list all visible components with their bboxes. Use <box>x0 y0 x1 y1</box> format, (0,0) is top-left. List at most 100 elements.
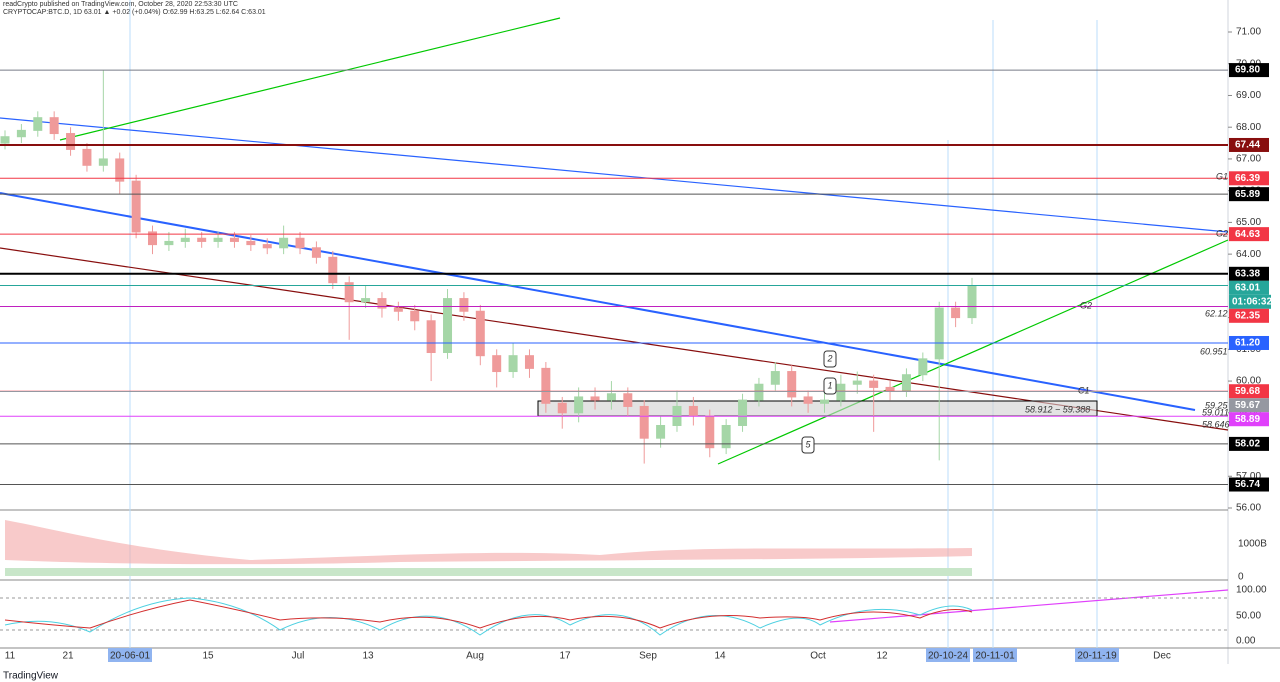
header-line: readCrypto published on TradingView.com,… <box>3 1 238 8</box>
header-line: CRYPTOCAP:BTC.D, 1D 63.01 ▲ +0.02 (+0.04… <box>3 9 266 16</box>
candle-body <box>738 399 748 426</box>
volume-cloud <box>5 520 972 576</box>
price-label: 65.89 <box>1235 189 1260 200</box>
candle-body <box>656 424 666 439</box>
annotation: 1 <box>827 380 832 390</box>
candle-body <box>82 148 92 166</box>
annotation: C1 <box>1078 385 1090 395</box>
candle-body <box>524 355 534 369</box>
candle-body <box>721 424 731 449</box>
annotation: 59.011 <box>1202 407 1229 417</box>
y-tick-label: 71.00 <box>1236 27 1261 38</box>
countdown: 01:06:32 <box>1232 296 1272 307</box>
y-tick-label: 60.00 <box>1236 376 1261 387</box>
y-tick-label: 57.00 <box>1236 471 1261 482</box>
x-tick-label: 20-10-24 <box>928 651 968 662</box>
price-label-box <box>1229 171 1269 186</box>
candle-body <box>213 237 223 242</box>
candle-body <box>459 298 469 312</box>
y-tick-label: 68.00 <box>1236 122 1261 133</box>
price-label: 61.20 <box>1235 338 1260 349</box>
annotation: 5 <box>805 439 811 449</box>
candle-body <box>377 298 387 309</box>
candle-body <box>705 415 715 449</box>
x-label-highlight <box>1075 648 1119 662</box>
annotation: G2 <box>1216 228 1228 238</box>
oscillator-axis-label: 100.00 <box>1236 585 1267 596</box>
candle-body <box>475 310 485 357</box>
candle-body <box>934 307 944 360</box>
candle-body <box>508 355 518 373</box>
candle-body <box>967 285 977 319</box>
price-label-box <box>1229 266 1269 281</box>
x-tick-label: 15 <box>202 651 214 662</box>
candle-body <box>197 237 207 242</box>
candle-body <box>606 393 616 401</box>
price-label-box <box>1229 412 1269 427</box>
annotation: 60.951 <box>1200 346 1228 356</box>
price-label: 58.89 <box>1235 414 1260 425</box>
candle-body <box>443 298 453 354</box>
price-label: 67.44 <box>1235 140 1260 151</box>
y-tick-label: 67.00 <box>1236 154 1261 165</box>
callout <box>801 436 815 454</box>
candle-body <box>885 386 895 392</box>
x-tick-label: 17 <box>559 651 571 662</box>
annotation: G2 <box>1080 300 1092 310</box>
candle-body <box>951 307 961 319</box>
candle-body <box>901 374 911 392</box>
candle-body <box>639 405 649 439</box>
candle-body <box>115 158 125 182</box>
price-label-box <box>1229 227 1269 242</box>
x-label-highlight <box>973 648 1017 662</box>
candle-body <box>754 383 764 401</box>
oscillator-axis-label: 50.00 <box>1236 611 1261 622</box>
trend-lines <box>0 17 1229 623</box>
x-tick-label: 13 <box>362 651 374 662</box>
candle-body <box>557 402 567 414</box>
countdown-box <box>1229 294 1271 309</box>
annotation: G1 <box>1216 171 1228 181</box>
x-tick-label: 20-11-19 <box>1077 651 1117 662</box>
candle-body <box>16 129 26 138</box>
x-tick-label: 12 <box>876 651 888 662</box>
annotation: 59.25 <box>1205 400 1229 410</box>
candle-body <box>803 396 813 404</box>
y-tick-label: 56.00 <box>1236 503 1261 514</box>
candle-body <box>426 320 436 354</box>
price-label-box <box>1229 63 1269 78</box>
price-label: 56.74 <box>1235 479 1260 490</box>
candle-body <box>918 358 928 376</box>
candle-body <box>819 399 829 404</box>
vertical-markers <box>129 0 1098 648</box>
candle-body <box>33 117 43 131</box>
candle-body <box>492 355 502 373</box>
candle-body <box>66 133 76 150</box>
oscillator-axis-label: 0.00 <box>1236 636 1256 647</box>
price-label-box <box>1229 436 1269 451</box>
candle-body <box>836 383 846 401</box>
price-label: 59.68 <box>1235 386 1260 397</box>
candle-body <box>623 393 633 407</box>
candle-body <box>590 396 600 401</box>
candle-body <box>148 231 158 246</box>
price-label-box <box>1229 187 1269 202</box>
candle-body <box>262 244 272 249</box>
candle-body <box>574 396 584 414</box>
x-tick-label: 20-11-01 <box>975 651 1015 662</box>
oscillator <box>0 597 1228 636</box>
candle-body <box>295 237 305 249</box>
candle-body <box>361 298 371 303</box>
x-tick-label: Jul <box>292 651 305 662</box>
candle-body <box>98 158 108 166</box>
x-tick-label: Oct <box>810 651 826 662</box>
x-tick-label: Aug <box>466 651 484 662</box>
x-label-highlight <box>926 648 970 662</box>
price-label-box <box>1229 308 1269 323</box>
candle-body <box>279 237 289 249</box>
price-label: 69.80 <box>1235 65 1260 76</box>
price-label: 59.67 <box>1235 400 1260 411</box>
y-tick-label: 65.00 <box>1236 217 1261 228</box>
candle-body <box>787 371 797 398</box>
